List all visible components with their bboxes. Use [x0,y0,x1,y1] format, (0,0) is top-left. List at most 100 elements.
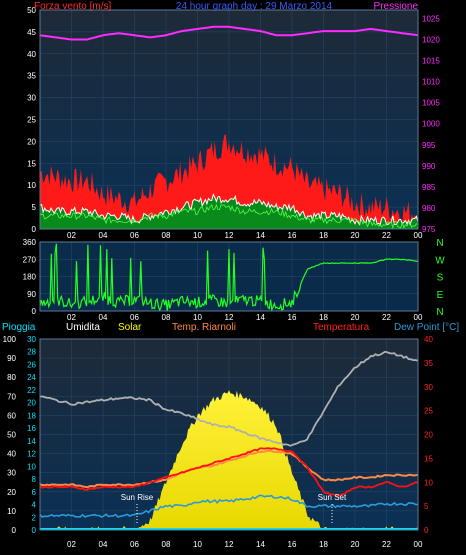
pressure-axis-label: 975 [422,225,436,234]
x-tick-label: 22 [382,540,391,549]
direction-axis-label: 90 [27,290,36,299]
temperature-axis-label: 15 [424,454,433,463]
direction-axis-label: 0 [32,307,37,316]
pressure-title: Pressione [374,1,419,12]
humidity-line [39,350,419,447]
axes: 0202020404040606060808081010101212121414… [3,6,446,549]
humidity-axis-label: 50 [7,431,16,440]
panel-direction-frame [39,241,419,312]
rain-axis-label: 30 [27,335,36,344]
wind-axis-label: 15 [27,159,36,168]
wind-average-area [40,194,418,229]
wind-average-line [39,192,419,226]
x-tick-label: 00 [414,313,423,322]
rain-axis-label: 8 [32,475,37,484]
rain-axis-label: 16 [27,424,36,433]
pressure-line [39,25,419,41]
x-tick-label: 06 [130,540,139,549]
humidity-axis-label: 10 [7,507,16,516]
rain-header: Pioggia [2,322,36,333]
chart-title: 24 hour graph day : 29 Marzo 2014 [176,1,333,12]
compass-label: S [437,273,444,284]
wind-pressure-marks [39,25,419,230]
humidity-axis-label: 70 [7,392,16,401]
x-tick-label: 16 [288,540,297,549]
pressure-axis-label: 1010 [422,78,440,87]
humidity-axis-label: 0 [12,526,17,535]
x-tick-label: 02 [67,313,76,322]
wind-axis-label: 20 [27,137,36,146]
panel-wind-frame [39,9,419,230]
temperature-axis-label: 40 [424,335,433,344]
x-tick-label: 18 [319,313,328,322]
x-tick-label: 12 [225,231,234,240]
rain-axis-label: 28 [27,348,36,357]
pressure-axis-label: 1020 [422,35,440,44]
rain-axis-label: 12 [27,450,36,459]
humidity-axis-label: 20 [7,488,16,497]
rain-axis-label: 20 [27,399,36,408]
solar-header: Solar [118,322,142,333]
temperature-axis-label: 0 [424,526,429,535]
wind-axis-label: 50 [27,6,36,15]
x-tick-label: 04 [99,313,108,322]
x-tick-label: 10 [193,540,202,549]
x-tick-label: 14 [256,231,265,240]
humidity-axis-label: 100 [3,335,17,344]
x-tick-label: 18 [319,540,328,549]
compass-label: N [436,238,443,249]
humidity-axis-label: 80 [7,373,16,382]
rain-axis-label: 22 [27,386,36,395]
x-tick-label: 14 [256,313,265,322]
x-tick-label: 16 [288,231,297,240]
heat-index-header: Temp. Riarnoli [172,322,236,333]
rain-axis-label: 6 [32,488,37,497]
x-tick-label: 10 [193,231,202,240]
wind-title: Forza vento [m/s] [34,1,111,12]
humidity-axis-label: 40 [7,450,16,459]
x-tick-label: 02 [67,231,76,240]
wind-axis-label: 10 [27,181,36,190]
wind-axis-label: 45 [27,28,36,37]
temperature-axis-label: 35 [424,359,433,368]
direction-marks [39,243,419,312]
rain-axis-label: 14 [27,437,36,446]
direction-grid [40,242,418,311]
compass-label: E [437,290,444,301]
heat-index-line [39,449,419,489]
direction-axis-label: 360 [23,238,37,247]
dew-point-header: Dew Point [°C] [394,322,459,333]
rain-axis-label: 10 [27,462,36,471]
dew-point-line [39,494,419,518]
direction-axis-label: 270 [23,255,37,264]
temperature-line [39,447,419,498]
x-tick-label: 12 [225,313,234,322]
x-tick-label: 20 [351,540,360,549]
wind-axis-label: 35 [27,72,36,81]
sun-rise-label: Sun Rise [121,493,154,502]
pressure-axis-label: 995 [422,141,436,150]
x-tick-label: 22 [382,313,391,322]
temperature-axis-label: 25 [424,407,433,416]
pressure-axis-label: 985 [422,183,436,192]
rain-axis-label: 26 [27,360,36,369]
wind-axis-label: 30 [27,94,36,103]
wind-axis-label: 40 [27,50,36,59]
rain-axis-label: 4 [32,501,37,510]
wind-direction-line [39,243,419,312]
temperature-axis-label: 30 [424,383,433,392]
wind-gust-area [40,134,418,229]
wind-axis-label: 25 [27,116,36,125]
x-tick-label: 08 [162,540,171,549]
x-tick-label: 10 [193,313,202,322]
temp-humidity-marks [39,350,419,530]
x-tick-label: 04 [99,540,108,549]
wind-low-line [39,203,419,230]
panel-temp-frame [39,338,419,531]
rain-axis-label: 2 [32,513,37,522]
humidity-axis-label: 30 [7,469,16,478]
x-tick-label: 00 [414,540,423,549]
wind-axis-label: 5 [32,203,37,212]
pressure-axis-label: 1015 [422,57,440,66]
